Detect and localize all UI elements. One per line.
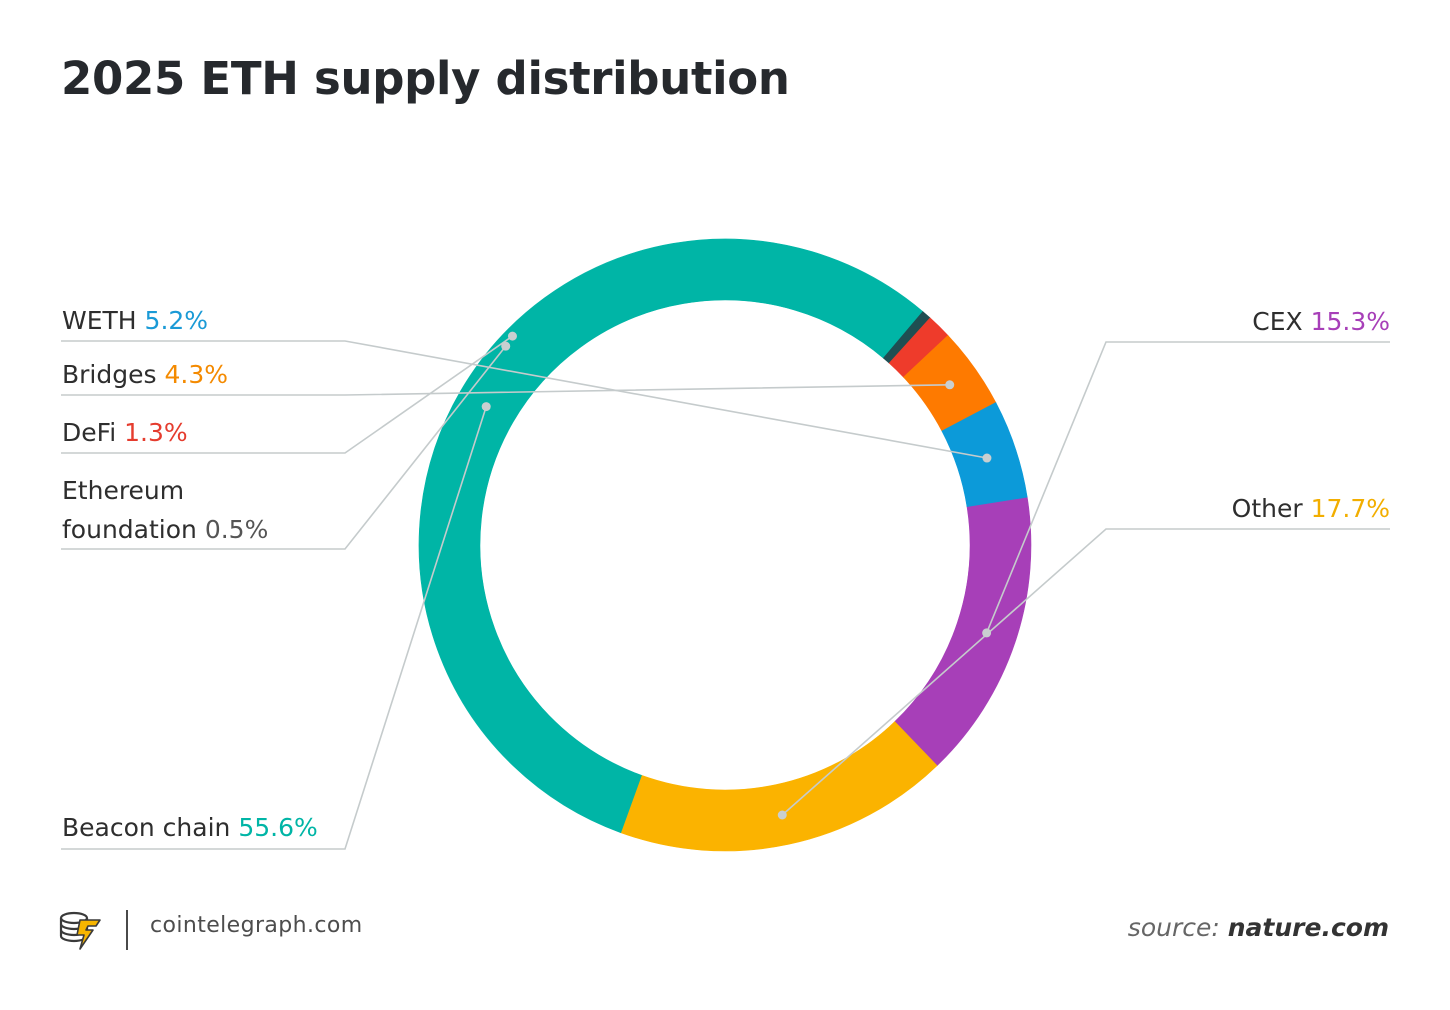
label-name: foundation — [62, 515, 197, 544]
label-name: Ethereum — [62, 476, 184, 505]
label-ethereum-foundation: Ethereum foundation 0.5% — [62, 476, 268, 544]
source-prefix: source: — [1127, 913, 1220, 942]
label-value: 17.7% — [1303, 494, 1390, 523]
label-weth: WETH 5.2% — [62, 306, 208, 335]
leader-line-ethereum-foundation — [61, 345, 507, 550]
leader-dots — [481, 331, 992, 820]
leader-dot-beacon-chain — [481, 402, 491, 412]
leader-line-cex — [985, 341, 1390, 634]
footer-separator — [126, 910, 128, 950]
chart-title: 2025 ETH supply distribution — [61, 52, 790, 105]
label-cex: CEX 15.3% — [1252, 307, 1390, 336]
footer-source: source: nature.com — [1128, 913, 1389, 942]
label-name: Beacon chain — [62, 813, 230, 842]
leader-line-bridges — [61, 383, 950, 396]
label-value: 5.2% — [137, 306, 208, 335]
slice-other[interactable] — [620, 721, 938, 852]
slice-labels: CEX 15.3% Other 17.7% Beacon chain 55.6% Et… — [62, 306, 1390, 842]
label-value: 0.5% — [197, 515, 268, 544]
leader-line-beacon-chain — [61, 406, 487, 850]
leader-dot-weth — [982, 453, 992, 463]
label-value: 4.3% — [157, 360, 228, 389]
label-value: 15.3% — [1303, 307, 1390, 336]
leader-line-weth — [61, 340, 988, 459]
leader-dot-defi — [507, 331, 517, 341]
label-name: Bridges — [62, 360, 157, 389]
slice-beacon-chain[interactable] — [418, 238, 924, 834]
donut-slices — [418, 238, 1032, 852]
label-name: CEX — [1252, 307, 1302, 336]
label-beacon-chain: Beacon chain 55.6% — [62, 813, 318, 842]
leader-dot-other — [777, 810, 787, 820]
label-value: 1.3% — [116, 418, 187, 447]
leader-line-other — [781, 528, 1390, 816]
leader-line-defi — [61, 335, 513, 454]
leader-dot-bridges — [945, 380, 955, 390]
footer-site-link[interactable]: cointelegraph.com — [150, 913, 363, 938]
label-defi: DeFi 1.3% — [62, 418, 188, 447]
leader-dot-ethereum-foundation — [501, 341, 511, 351]
leader-lines — [61, 335, 1390, 850]
label-name: Other — [1232, 494, 1304, 523]
leader-dot-cex — [982, 628, 992, 638]
label-value: 55.6% — [230, 813, 317, 842]
label-name: WETH — [62, 306, 137, 335]
label-bridges: Bridges 4.3% — [62, 360, 228, 389]
cointelegraph-logo-icon — [59, 911, 101, 950]
label-other: Other 17.7% — [1232, 494, 1390, 523]
source-name[interactable]: nature.com — [1227, 913, 1389, 942]
label-name: DeFi — [62, 418, 116, 447]
slice-cex[interactable] — [894, 496, 1032, 767]
